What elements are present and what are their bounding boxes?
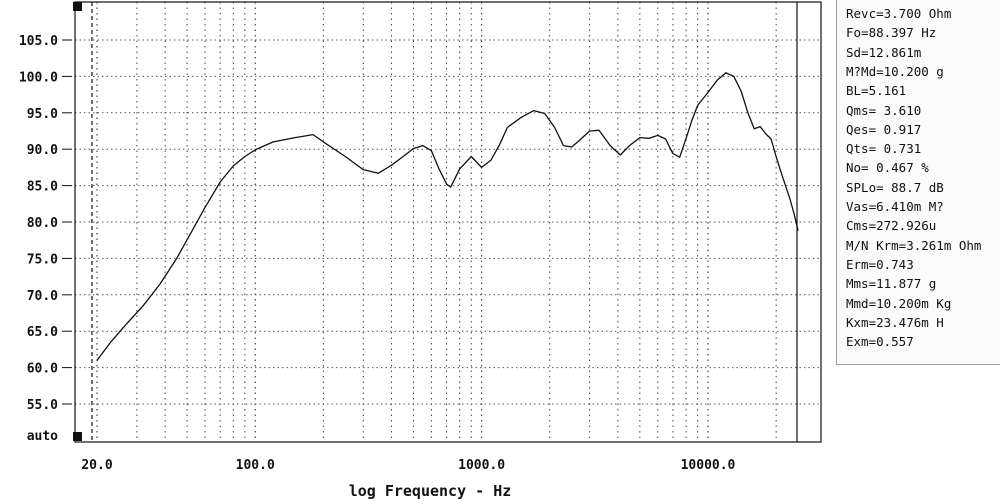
param-line: Qes= 0.917	[846, 121, 922, 137]
param-line: SPLo= 88.7 dB	[846, 179, 944, 195]
x-tick-labels: 20.0 100.0 1000.0 10000.0	[81, 458, 735, 473]
y-tick-label: 75.0	[27, 252, 58, 267]
x-tick-label: 10000.0	[681, 458, 736, 473]
y-tick-label: 100.0	[19, 70, 58, 85]
param-line: Sd=12.861m	[846, 44, 922, 60]
y-tick-label: 65.0	[27, 325, 58, 340]
y-tick-label: 90.0	[27, 143, 58, 158]
param-line: Mmd=10.200m Kg	[846, 295, 952, 311]
param-line: Revc=3.700 Ohm	[846, 6, 952, 21]
param-line: Vas=6.410m M?	[846, 199, 944, 214]
param-line: Cms=272.926u	[846, 218, 937, 234]
y-auto-label: auto	[27, 429, 58, 444]
x-tick-label: 100.0	[236, 458, 275, 473]
param-line: Kxm=23.476m H	[846, 314, 944, 330]
series-layer	[96, 72, 799, 361]
param-line: No= 0.467 %	[846, 160, 929, 176]
param-line: BL=5.161	[846, 83, 907, 99]
param-line: M/N Krm=3.261m Ohm	[846, 237, 982, 253]
param-line: Qts= 0.731	[846, 141, 922, 157]
y-tick-label: 55.0	[27, 398, 58, 413]
param-line: Fo=88.397 Hz	[846, 25, 937, 41]
grid-lines	[75, 2, 821, 442]
bottom-left-marker	[73, 432, 82, 441]
y-tick-label: 85.0	[27, 180, 58, 195]
y-tick-labels: 105.0 100.0 95.0 90.0 85.0 80.0 75.0 70.0 65.0 60…	[19, 34, 72, 413]
y-tick-label: 60.0	[27, 362, 58, 377]
x-tick-label: 20.0	[81, 458, 112, 473]
param-line: M?Md=10.200 g	[846, 63, 944, 79]
y-tick-label: 105.0	[19, 34, 58, 49]
plot-frame	[74, 1, 822, 443]
param-line: Erm=0.743	[846, 256, 914, 272]
x-tick-label: 1000.0	[458, 458, 505, 473]
y-tick-label: 80.0	[27, 216, 58, 231]
top-left-marker	[73, 2, 82, 11]
spl-response-line	[96, 72, 799, 361]
param-line: Exm=0.557	[846, 334, 914, 350]
x-axis-title: log Frequency - Hz	[349, 482, 512, 500]
param-line: Qms= 3.610	[846, 102, 922, 118]
y-tick-label: 70.0	[27, 289, 58, 304]
param-line: Mms=11.877 g	[846, 276, 937, 292]
driver-parameters-panel: Revc=3.700 Ohm Fo=88.397 Hz Sd=12.861m M?Md…	[836, 0, 1000, 365]
y-tick-label: 95.0	[27, 107, 58, 122]
